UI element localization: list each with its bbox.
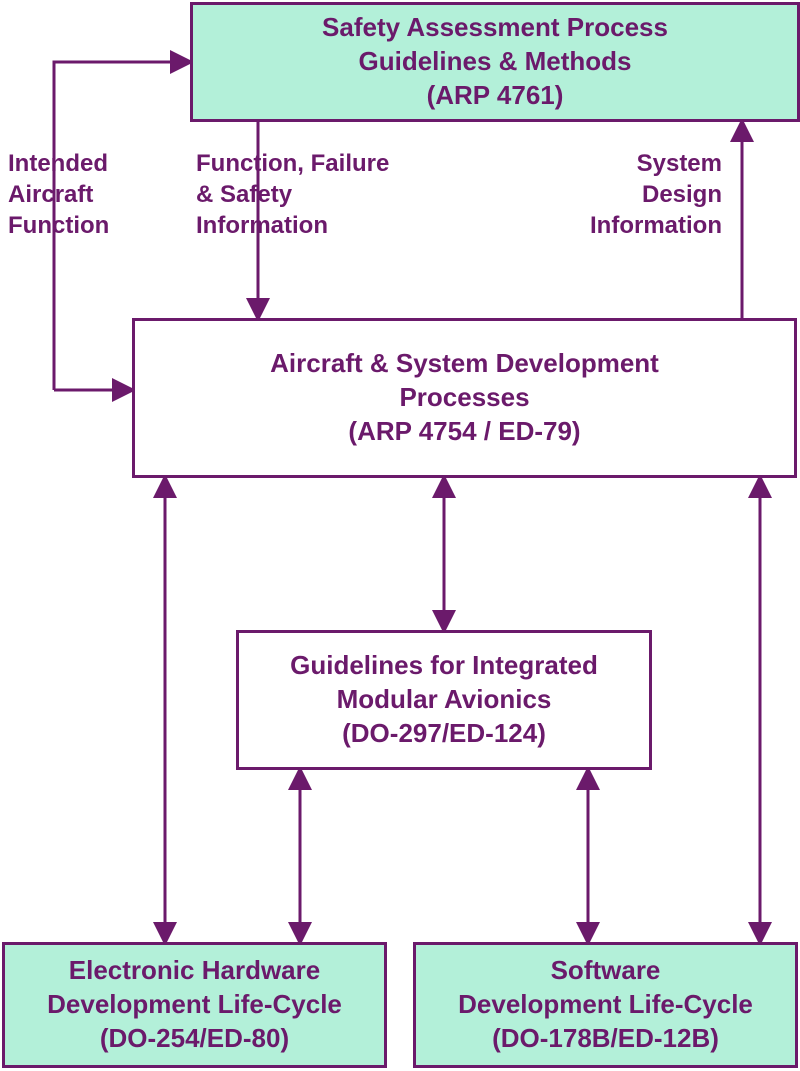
label-line: Function <box>8 210 109 241</box>
label-line: & Safety <box>196 179 389 210</box>
node-line: Aircraft & System Development <box>270 347 659 381</box>
label-system-design-info: System Design Information <box>552 148 722 242</box>
node-line: (ARP 4761) <box>427 79 564 113</box>
node-hardware-lifecycle: Electronic Hardware Development Life-Cyc… <box>2 942 387 1068</box>
label-line: Information <box>196 210 389 241</box>
label-line: Function, Failure <box>196 148 389 179</box>
node-line: Electronic Hardware <box>69 954 320 988</box>
node-line: Development Life-Cycle <box>47 988 342 1022</box>
label-line: System <box>552 148 722 179</box>
node-line: (DO-297/ED-124) <box>342 717 546 751</box>
node-line: Safety Assessment Process <box>322 11 668 45</box>
label-intended-function: Intended Aircraft Function <box>8 148 109 242</box>
node-line: (DO-178B/ED-12B) <box>492 1022 719 1056</box>
node-line: (DO-254/ED-80) <box>100 1022 289 1056</box>
node-software-lifecycle: Software Development Life-Cycle (DO-178B… <box>413 942 798 1068</box>
node-line: Guidelines for Integrated <box>290 649 598 683</box>
node-safety-assessment: Safety Assessment Process Guidelines & M… <box>190 2 800 122</box>
node-aircraft-system-dev: Aircraft & System Development Processes … <box>132 318 797 478</box>
node-ima-guidelines: Guidelines for Integrated Modular Avioni… <box>236 630 652 770</box>
node-line: Development Life-Cycle <box>458 988 753 1022</box>
node-line: Processes <box>399 381 529 415</box>
label-line: Intended <box>8 148 109 179</box>
node-line: Guidelines & Methods <box>358 45 631 79</box>
node-line: Software <box>551 954 661 988</box>
label-line: Aircraft <box>8 179 109 210</box>
node-line: (ARP 4754 / ED-79) <box>348 415 580 449</box>
label-line: Design <box>552 179 722 210</box>
label-line: Information <box>552 210 722 241</box>
label-function-failure-safety: Function, Failure & Safety Information <box>196 148 389 242</box>
node-line: Modular Avionics <box>337 683 552 717</box>
